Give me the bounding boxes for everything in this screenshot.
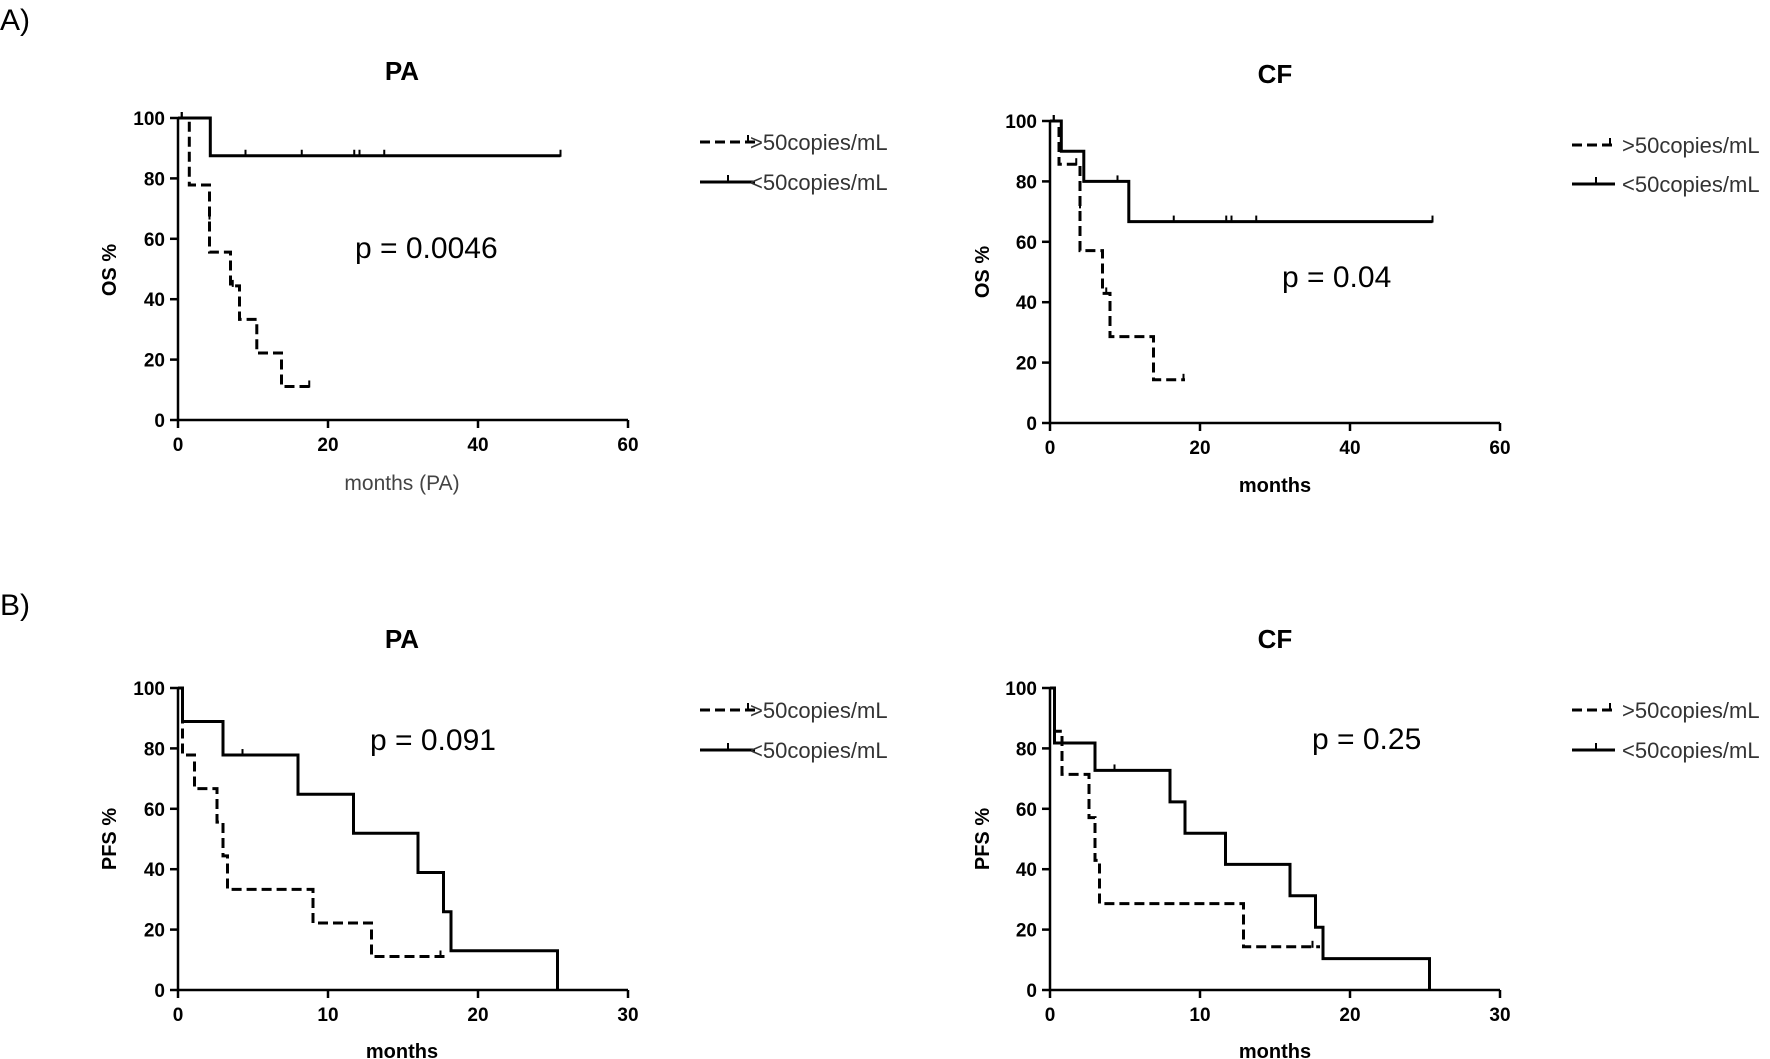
legend-label: >50copies/mL [1622, 698, 1760, 723]
chart-pfs-cf: CF 0 20 40 60 80 100 0 10 20 30 PFS % months p = … [972, 624, 1511, 1059]
y-tick-label: 100 [133, 679, 165, 700]
y-tick-label: 60 [144, 230, 165, 251]
legend-pfs-pa: >50copies/mL <50copies/mL [700, 698, 888, 763]
y-tick-label: 80 [144, 169, 165, 190]
legend-pfs-cf: >50copies/mL <50copies/mL [1572, 698, 1760, 763]
y-tick-label: 20 [1016, 921, 1037, 942]
axis-ticks: 0 20 40 60 80 100 0 20 40 60 [133, 109, 638, 456]
curve-below-50 [1050, 119, 1433, 224]
axis-ticks: 0 20 40 60 80 100 0 20 40 60 [1005, 112, 1510, 459]
p-value-annotation: p = 0.0046 [355, 232, 498, 265]
y-tick-label: 40 [1016, 860, 1037, 881]
y-tick-label: 100 [1005, 112, 1037, 133]
y-axis-title: OS % [972, 246, 994, 298]
y-tick-label: 80 [1016, 739, 1037, 760]
x-tick-label: 10 [1189, 1005, 1210, 1026]
survival-curves [178, 112, 562, 388]
legend-label: >50copies/mL [1622, 133, 1760, 158]
chart-os-cf: CF 0 20 40 60 80 100 0 20 40 60 OS % months p = 0… [972, 59, 1511, 497]
y-tick-label: 0 [154, 411, 165, 432]
y-tick-label: 80 [1016, 172, 1037, 193]
x-tick-label: 0 [1045, 438, 1056, 459]
p-value-annotation: p = 0.091 [370, 724, 496, 757]
p-value-annotation: p = 0.25 [1312, 723, 1421, 756]
x-tick-label: 60 [617, 435, 638, 456]
y-tick-label: 60 [144, 800, 165, 821]
legend-label: >50copies/mL [750, 698, 888, 723]
p-value-annotation: p = 0.04 [1282, 261, 1391, 294]
x-tick-label: 20 [467, 1005, 488, 1026]
survival-curves [1050, 115, 1434, 382]
y-tick-label: 0 [154, 981, 165, 1002]
y-tick-label: 60 [1016, 233, 1037, 254]
y-tick-label: 40 [144, 860, 165, 881]
chart-title: CF [1258, 59, 1293, 89]
x-axis-title: months [366, 1041, 438, 1059]
axis-ticks: 0 20 40 60 80 100 0 10 20 30 [133, 679, 638, 1026]
y-tick-label: 20 [144, 351, 165, 372]
panel-label-b: B) [0, 589, 30, 622]
x-tick-label: 20 [1189, 438, 1210, 459]
legend-label: <50copies/mL [750, 738, 888, 763]
x-tick-label: 30 [1489, 1005, 1510, 1026]
panel-label-a: A) [0, 4, 30, 37]
chart-title: PA [385, 56, 419, 86]
y-tick-label: 20 [1016, 354, 1037, 375]
legend-os-pa: >50copies/mL <50copies/mL [700, 130, 888, 195]
x-tick-label: 20 [317, 435, 338, 456]
survival-curves [178, 686, 559, 990]
x-tick-label: 0 [173, 435, 184, 456]
x-tick-label: 10 [317, 1005, 338, 1026]
legend-label: <50copies/mL [1622, 738, 1760, 763]
x-tick-label: 30 [617, 1005, 638, 1026]
chart-pfs-pa: PA 0 20 40 60 80 100 0 10 20 30 PFS % months p = … [99, 624, 639, 1059]
legend-label: >50copies/mL [750, 130, 888, 155]
x-axis-title: months (PA) [344, 472, 459, 495]
x-tick-label: 0 [173, 1005, 184, 1026]
y-axis-title: PFS % [972, 808, 994, 870]
survival-curves [1050, 686, 1431, 990]
y-axis-title: PFS % [99, 808, 121, 870]
x-tick-label: 40 [467, 435, 488, 456]
curve-above-50 [178, 686, 448, 958]
chart-title: PA [385, 624, 419, 654]
y-tick-label: 0 [1026, 981, 1037, 1002]
curve-below-50 [178, 686, 559, 990]
x-axis-title: months [1239, 1041, 1311, 1059]
y-tick-label: 20 [144, 921, 165, 942]
axis-ticks: 0 20 40 60 80 100 0 10 20 30 [1005, 679, 1510, 1026]
y-tick-label: 80 [144, 739, 165, 760]
curve-above-50 [178, 116, 313, 388]
curve-above-50 [1050, 119, 1185, 382]
y-tick-label: 60 [1016, 800, 1037, 821]
y-tick-label: 100 [1005, 679, 1037, 700]
y-tick-label: 0 [1026, 414, 1037, 435]
y-tick-label: 40 [144, 290, 165, 311]
y-tick-label: 100 [133, 109, 165, 130]
x-tick-label: 20 [1339, 1005, 1360, 1026]
curve-below-50 [178, 116, 561, 158]
x-tick-label: 40 [1339, 438, 1360, 459]
chart-title: CF [1258, 624, 1293, 654]
y-axis-title: OS % [99, 244, 121, 296]
x-tick-label: 0 [1045, 1005, 1056, 1026]
x-axis-title: months [1239, 475, 1311, 497]
legend-label: <50copies/mL [750, 170, 888, 195]
legend-os-cf: >50copies/mL <50copies/mL [1572, 133, 1760, 197]
y-tick-label: 40 [1016, 293, 1037, 314]
legend-label: <50copies/mL [1622, 172, 1760, 197]
curve-below-50 [1050, 686, 1431, 990]
x-tick-label: 60 [1489, 438, 1510, 459]
